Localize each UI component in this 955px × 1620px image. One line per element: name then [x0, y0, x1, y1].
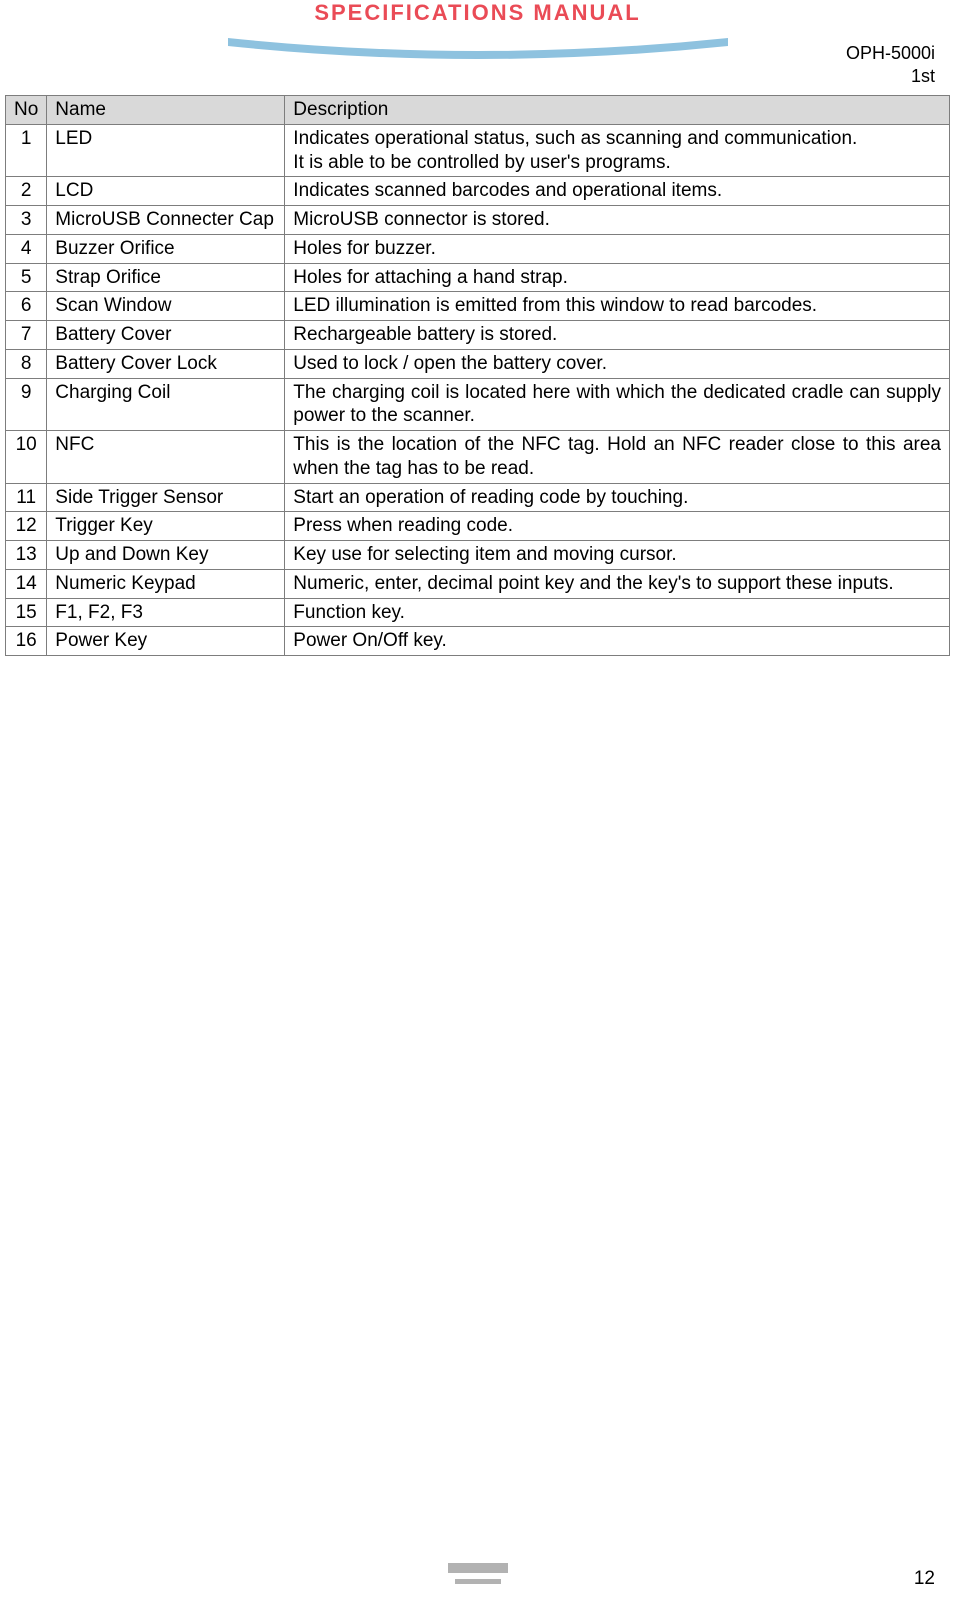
cell-desc: Rechargeable battery is stored. [285, 321, 950, 350]
table-row: 10NFCThis is the location of the NFC tag… [6, 431, 950, 484]
cell-no: 3 [6, 206, 47, 235]
cell-no: 8 [6, 349, 47, 378]
table-row: 8Battery Cover LockUsed to lock / open t… [6, 349, 950, 378]
cell-name: Battery Cover [47, 321, 285, 350]
page-header: SPECIFICATIONS MANUAL [0, 0, 955, 60]
cell-no: 5 [6, 263, 47, 292]
cell-no: 14 [6, 569, 47, 598]
table-header-row: No Name Description [6, 96, 950, 125]
document-meta: OPH-5000i 1st [846, 42, 935, 89]
cell-desc: Indicates scanned barcodes and operation… [285, 177, 950, 206]
col-header-no: No [6, 96, 47, 125]
spec-manual-title: SPECIFICATIONS MANUAL [0, 0, 955, 26]
cell-no: 6 [6, 292, 47, 321]
cell-name: Strap Orifice [47, 263, 285, 292]
cell-desc: Indicates operational status, such as sc… [285, 124, 950, 177]
table-row: 6Scan WindowLED illumination is emitted … [6, 292, 950, 321]
cell-no: 13 [6, 541, 47, 570]
cell-no: 16 [6, 627, 47, 656]
footer-decoration [448, 1563, 508, 1590]
footer-bar-2 [455, 1579, 501, 1584]
cell-no: 11 [6, 483, 47, 512]
table-row: 13Up and Down KeyKey use for selecting i… [6, 541, 950, 570]
spec-table: No Name Description 1LEDIndicates operat… [5, 95, 950, 656]
cell-no: 7 [6, 321, 47, 350]
table-row: 9Charging CoilThe charging coil is locat… [6, 378, 950, 431]
table-row: 5Strap OrificeHoles for attaching a hand… [6, 263, 950, 292]
cell-name: MicroUSB Connecter Cap [47, 206, 285, 235]
cell-name: Up and Down Key [47, 541, 285, 570]
cell-name: Trigger Key [47, 512, 285, 541]
table-row: 2LCDIndicates scanned barcodes and opera… [6, 177, 950, 206]
cell-no: 9 [6, 378, 47, 431]
page-number: 12 [914, 1568, 935, 1590]
cell-name: Side Trigger Sensor [47, 483, 285, 512]
table-row: 4Buzzer OrificeHoles for buzzer. [6, 234, 950, 263]
table-row: 12Trigger KeyPress when reading code. [6, 512, 950, 541]
cell-name: Scan Window [47, 292, 285, 321]
cell-name: Battery Cover Lock [47, 349, 285, 378]
cell-desc: Start an operation of reading code by to… [285, 483, 950, 512]
cell-desc: Holes for attaching a hand strap. [285, 263, 950, 292]
cell-no: 4 [6, 234, 47, 263]
cell-desc: Press when reading code. [285, 512, 950, 541]
cell-name: F1, F2, F3 [47, 598, 285, 627]
cell-name: Charging Coil [47, 378, 285, 431]
cell-desc: Key use for selecting item and moving cu… [285, 541, 950, 570]
cell-name: NFC [47, 431, 285, 484]
col-header-name: Name [47, 96, 285, 125]
cell-no: 1 [6, 124, 47, 177]
cell-desc: Numeric, enter, decimal point key and th… [285, 569, 950, 598]
cell-desc: Holes for buzzer. [285, 234, 950, 263]
table-row: 7Battery CoverRechargeable battery is st… [6, 321, 950, 350]
model-number: OPH-5000i [846, 42, 935, 65]
cell-name: Numeric Keypad [47, 569, 285, 598]
cell-no: 2 [6, 177, 47, 206]
cell-desc: LED illumination is emitted from this wi… [285, 292, 950, 321]
spec-table-container: No Name Description 1LEDIndicates operat… [0, 95, 955, 656]
cell-desc: Used to lock / open the battery cover. [285, 349, 950, 378]
cell-name: LED [47, 124, 285, 177]
footer-bar-1 [448, 1563, 508, 1573]
table-row: 14Numeric KeypadNumeric, enter, decimal … [6, 569, 950, 598]
cell-name: Buzzer Orifice [47, 234, 285, 263]
cell-desc: The charging coil is located here with w… [285, 378, 950, 431]
cell-no: 15 [6, 598, 47, 627]
table-row: 16Power KeyPower On/Off key. [6, 627, 950, 656]
cell-no: 10 [6, 431, 47, 484]
cell-name: Power Key [47, 627, 285, 656]
table-row: 3MicroUSB Connecter CapMicroUSB connecto… [6, 206, 950, 235]
cell-desc: Power On/Off key. [285, 627, 950, 656]
cell-desc: This is the location of the NFC tag. Hol… [285, 431, 950, 484]
cell-desc: Function key. [285, 598, 950, 627]
table-row: 1LEDIndicates operational status, such a… [6, 124, 950, 177]
swoosh-decoration [228, 34, 728, 60]
cell-desc: MicroUSB connector is stored. [285, 206, 950, 235]
table-row: 11Side Trigger SensorStart an operation … [6, 483, 950, 512]
revision: 1st [846, 65, 935, 88]
cell-name: LCD [47, 177, 285, 206]
table-row: 15F1, F2, F3Function key. [6, 598, 950, 627]
cell-no: 12 [6, 512, 47, 541]
col-header-desc: Description [285, 96, 950, 125]
